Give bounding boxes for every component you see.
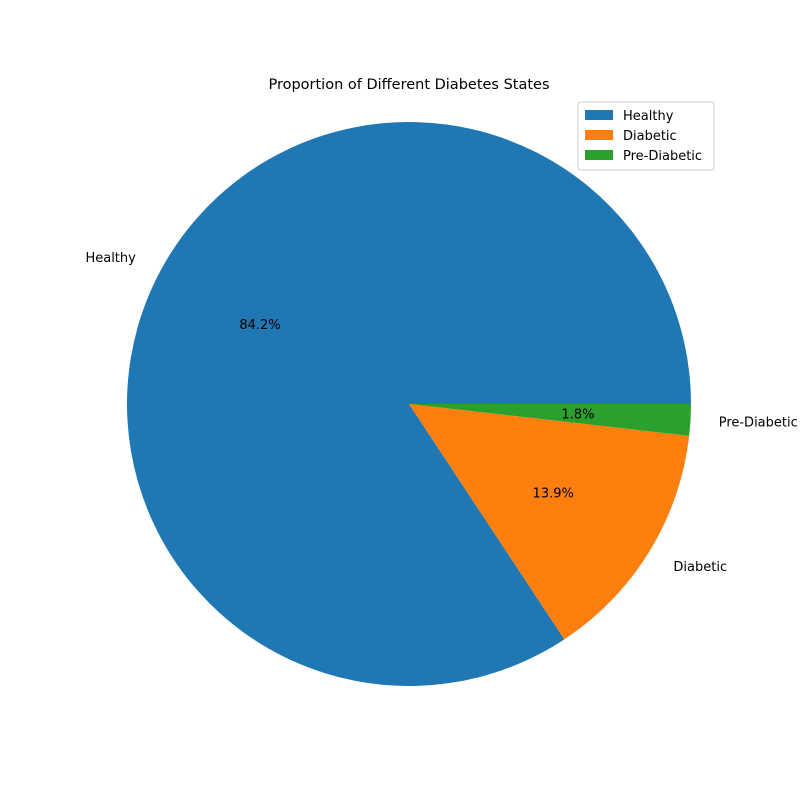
legend-swatch-healthy <box>585 110 613 120</box>
percent-label-diabetic: 13.9% <box>533 486 574 501</box>
chart-title: Proportion of Different Diabetes States <box>268 77 549 93</box>
pie-slice-healthy <box>126 121 691 686</box>
slice-label-pre-diabetic: Pre-Diabetic <box>719 416 798 431</box>
pie-slices <box>126 121 691 686</box>
percent-label-pre-diabetic: 1.8% <box>561 408 594 423</box>
pie-percent-labels: 84.2% 13.9% 1.8% <box>239 318 594 502</box>
legend-label-pre-diabetic: Pre-Diabetic <box>623 149 702 164</box>
pie-slice-pre-diabetic <box>409 404 691 436</box>
slice-label-diabetic: Diabetic <box>673 560 727 575</box>
pie-slice-labels: Healthy Diabetic Pre-Diabetic <box>85 251 797 575</box>
legend-swatch-diabetic <box>585 130 613 140</box>
percent-label-healthy: 84.2% <box>239 318 280 333</box>
slice-label-healthy: Healthy <box>85 251 136 266</box>
legend-swatch-pre-diabetic <box>585 150 613 160</box>
legend-label-diabetic: Diabetic <box>623 129 677 144</box>
legend-label-healthy: Healthy <box>623 109 674 124</box>
legend: Healthy Diabetic Pre-Diabetic <box>577 101 715 171</box>
pie-slice-diabetic <box>409 404 690 640</box>
